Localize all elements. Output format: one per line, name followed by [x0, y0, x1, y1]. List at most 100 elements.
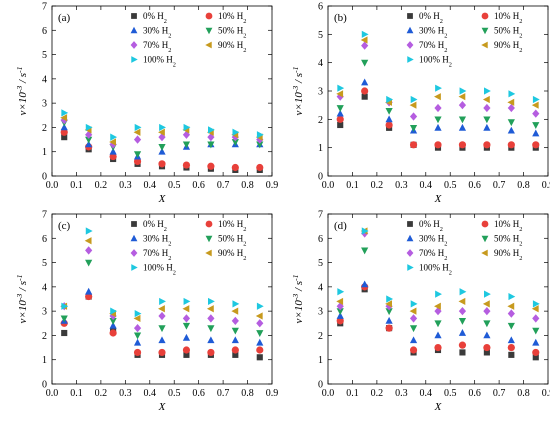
legend-marker	[407, 13, 413, 19]
data-point	[409, 101, 417, 109]
x-tick-label: 0.6	[468, 388, 481, 399]
x-tick-label: 0.5	[168, 180, 181, 191]
legend-marker	[481, 41, 488, 49]
data-point	[231, 327, 239, 335]
data-point	[133, 135, 142, 144]
y-tick-label: 2	[318, 331, 323, 342]
panel-label: (c)	[58, 220, 71, 232]
data-point	[182, 322, 191, 330]
data-point	[133, 324, 142, 333]
legend-marker	[130, 41, 138, 49]
data-point	[508, 90, 516, 98]
data-point	[336, 317, 344, 325]
data-point	[507, 119, 515, 127]
x-tick-label: 0.8	[517, 388, 530, 399]
data-point	[385, 308, 393, 316]
data-point	[133, 348, 142, 357]
data-point	[409, 124, 418, 132]
data-point	[434, 331, 442, 339]
legend-marker	[407, 264, 414, 271]
x-tick-label: 0.0	[46, 388, 59, 399]
legend-marker	[131, 13, 137, 19]
data-point	[532, 354, 539, 361]
series-3	[60, 259, 264, 340]
data-point	[256, 319, 264, 328]
data-point	[434, 93, 441, 101]
data-point	[182, 305, 190, 313]
chart-panel-4: 0.0 0.1 0.2 0.3 0.4 0.5 0.6 0.7 0.8 0.9 0 1 2 3 4 5 6 7 Xv…	[291, 210, 550, 414]
x-tick-label: 0.2	[371, 388, 384, 399]
data-point	[337, 84, 345, 92]
data-point	[458, 123, 467, 131]
legend-entry: 50% H2	[494, 234, 522, 248]
data-point	[158, 311, 166, 321]
legend-entry: 100% H2	[143, 55, 176, 69]
chart-panel-2: 0.0 0.1 0.2 0.3 0.4 0.5 0.6 0.7 0.8 0.9 0 1 2 3 4 5 6 Xv×…	[291, 2, 550, 206]
x-tick-label: 0.9	[542, 388, 550, 399]
legend-marker	[481, 235, 489, 243]
legend-marker	[130, 249, 138, 257]
y-tick-label: 5	[318, 30, 323, 41]
data-point	[385, 302, 393, 311]
data-point	[361, 280, 369, 288]
x-axis-label: X	[434, 193, 443, 205]
x-tick-label: 0.4	[144, 388, 157, 399]
y-tick-label: 7	[318, 210, 323, 221]
legend: 0% H2 10% H2 30% H2 50% H2 70% H2 90% H2 100% …	[130, 11, 246, 69]
data-point	[507, 309, 515, 318]
legend-entry: 30% H2	[419, 26, 447, 40]
data-point	[60, 315, 68, 323]
data-point	[232, 300, 240, 308]
data-point	[409, 307, 417, 315]
y-tick-label: 7	[42, 2, 47, 13]
legend-marker	[406, 41, 414, 49]
data-point	[483, 103, 491, 113]
data-point	[85, 123, 93, 132]
legend-entry: 0% H2	[143, 11, 167, 25]
data-point	[409, 141, 418, 149]
data-point	[483, 141, 491, 149]
data-point	[483, 343, 491, 352]
y-tick-label: 3	[318, 87, 323, 98]
x-tick-label: 0.3	[119, 388, 132, 399]
data-point	[61, 302, 69, 310]
data-point	[434, 343, 442, 352]
data-point	[336, 312, 344, 319]
legend-entry: 10% H2	[218, 11, 246, 25]
data-point	[109, 138, 116, 146]
data-point	[385, 115, 393, 123]
data-point	[386, 295, 394, 303]
legend-entry: 100% H2	[419, 263, 452, 277]
legend-entry: 0% H2	[143, 219, 167, 233]
data-point	[337, 288, 345, 296]
data-point	[182, 333, 191, 341]
data-point	[507, 302, 515, 310]
x-tick-label: 0.9	[266, 180, 279, 191]
y-tick-label: 2	[42, 123, 47, 134]
data-point	[458, 297, 466, 306]
data-point	[458, 329, 467, 336]
data-point	[60, 123, 68, 131]
series-2	[336, 280, 540, 346]
data-point	[231, 163, 239, 172]
legend-marker	[205, 235, 213, 243]
data-point	[532, 327, 540, 335]
legend-entry: 70% H2	[419, 248, 447, 262]
legend-marker	[205, 12, 213, 20]
data-point	[458, 93, 466, 101]
legend-marker	[131, 56, 138, 63]
data-point	[256, 163, 264, 172]
data-point	[482, 95, 490, 104]
legend-marker	[205, 27, 213, 35]
legend-marker	[481, 27, 489, 35]
data-point	[484, 87, 491, 95]
legend-entry: 10% H2	[218, 219, 246, 233]
data-point	[532, 348, 540, 357]
data-point	[256, 346, 264, 354]
data-point	[434, 302, 441, 310]
x-tick-label: 0.7	[217, 388, 230, 399]
data-point	[508, 351, 515, 358]
data-point	[110, 307, 118, 315]
data-point	[133, 332, 142, 340]
